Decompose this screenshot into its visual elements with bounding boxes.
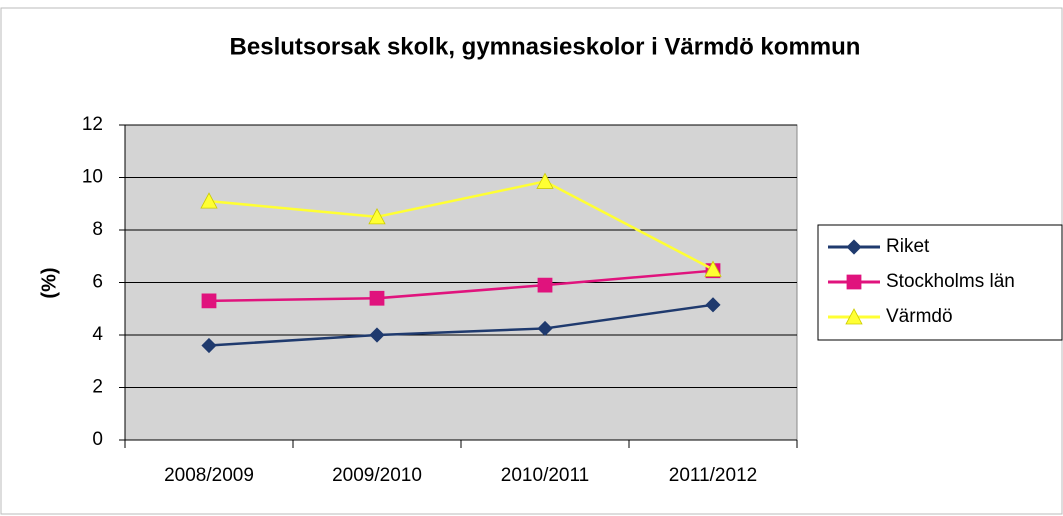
data-point (200, 192, 218, 209)
y-tick-label: 6 (92, 272, 103, 293)
y-tick-label: 10 (82, 167, 103, 188)
data-point (704, 260, 722, 277)
data-point (369, 290, 385, 306)
data-point (536, 172, 554, 189)
data-point (537, 277, 553, 293)
data-point (201, 337, 217, 354)
series-line (208, 180, 714, 271)
x-tick-label: 2010/2011 (501, 465, 589, 486)
legend-label: Riket (886, 236, 930, 257)
legend-marker (846, 239, 862, 255)
y-tick-label: 2 (92, 377, 103, 398)
chart-title: Beslutsorsak skolk, gymnasieskolor i Vär… (230, 33, 861, 60)
series-line (208, 269, 714, 303)
data-point (705, 297, 721, 313)
x-tick-label: 2011/2012 (669, 465, 757, 486)
series-line (208, 303, 714, 347)
legend-marker (845, 308, 863, 325)
x-tick-label: 2009/2010 (332, 465, 422, 486)
y-tick-label: 0 (92, 429, 103, 450)
data-point (201, 293, 217, 309)
y-tick-label: 12 (82, 114, 103, 135)
legend-marker (846, 274, 862, 290)
legend-label: Stockholms län (886, 271, 1015, 292)
y-tick-label: 8 (92, 219, 103, 240)
x-tick-label: 2008/2009 (164, 465, 254, 486)
legend-label: Värmdö (886, 306, 953, 327)
data-point (369, 327, 385, 343)
data-point (537, 320, 553, 337)
y-tick-label: 4 (92, 324, 103, 345)
y-axis-label: (%) (38, 267, 60, 298)
data-point (368, 208, 386, 225)
